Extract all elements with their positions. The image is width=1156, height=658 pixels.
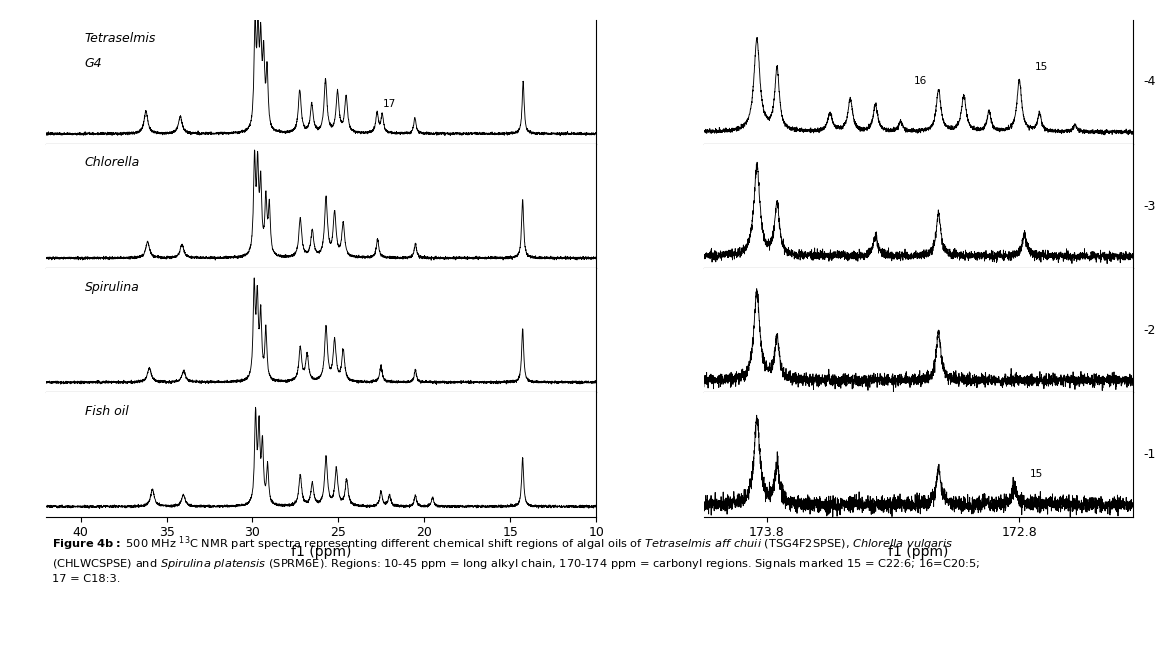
Text: 15: 15 bbox=[1030, 468, 1043, 478]
Text: -3: -3 bbox=[1143, 199, 1156, 213]
Text: $\mathbf{Figure\ 4b:}$ 500 MHz $^{13}$C NMR part spectra representing different : $\mathbf{Figure\ 4b:}$ 500 MHz $^{13}$C … bbox=[52, 534, 980, 584]
Text: -1: -1 bbox=[1143, 448, 1156, 461]
X-axis label: f1 (ppm): f1 (ppm) bbox=[291, 545, 351, 559]
Text: G4: G4 bbox=[84, 57, 103, 70]
Text: Tetraselmis: Tetraselmis bbox=[84, 32, 156, 45]
Text: -2: -2 bbox=[1143, 324, 1156, 337]
Text: 17: 17 bbox=[383, 99, 397, 109]
X-axis label: f1 (ppm): f1 (ppm) bbox=[888, 545, 949, 559]
Text: 15: 15 bbox=[1035, 62, 1047, 72]
Text: Fish oil: Fish oil bbox=[84, 405, 128, 418]
Text: Chlorella: Chlorella bbox=[84, 157, 140, 169]
Text: -4: -4 bbox=[1143, 76, 1156, 88]
Text: Spirulina: Spirulina bbox=[84, 281, 140, 293]
Text: 16: 16 bbox=[913, 76, 927, 86]
